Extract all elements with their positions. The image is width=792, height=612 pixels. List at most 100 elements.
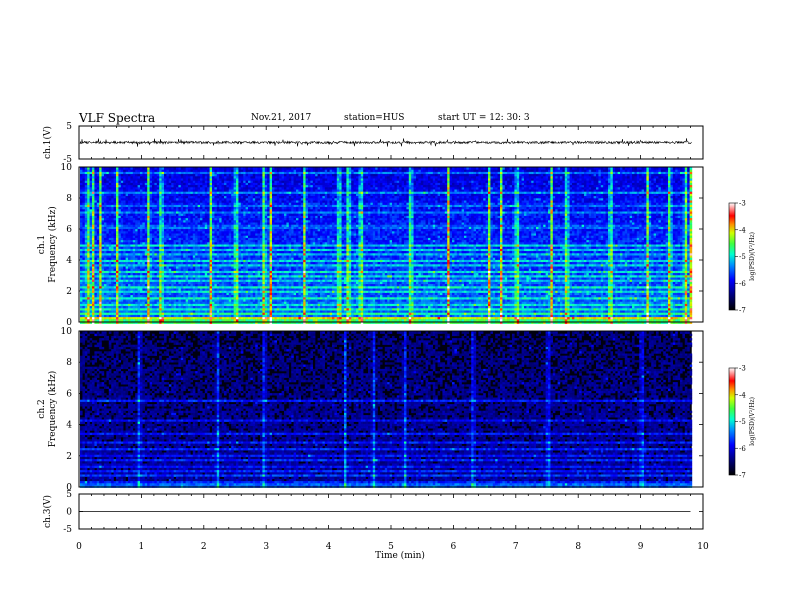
spectrogram-cell [670, 174, 673, 176]
spectrogram-cell [531, 172, 534, 174]
spectrogram-cell [414, 179, 417, 181]
spectrogram-cell [567, 201, 570, 203]
spectrogram-cell [166, 185, 169, 187]
spectrogram-cell [601, 192, 604, 194]
spectrogram-cell [534, 194, 537, 196]
spectrogram-cell [541, 185, 544, 187]
spectrogram-cell [260, 194, 263, 196]
spectrogram-cell [579, 181, 582, 183]
spectrogram-cell [411, 170, 414, 172]
spectrogram-cell [560, 176, 563, 178]
spectrogram-cell [200, 168, 203, 170]
spectrogram-cell [224, 203, 227, 205]
spectrogram-cell [550, 190, 553, 192]
spectrogram-cell [478, 196, 481, 198]
spectrogram-cell [510, 176, 513, 178]
spectrogram-cell [226, 176, 229, 178]
spectrogram-cell [418, 172, 421, 174]
spectrogram-cell [334, 201, 337, 203]
spectrogram-cell [373, 187, 376, 189]
spectrogram-cell [543, 168, 546, 170]
spectrogram-cell [579, 187, 582, 189]
spectrogram-cell [404, 185, 407, 187]
spectrogram-cell [118, 187, 121, 189]
spectrogram-cell [685, 176, 688, 178]
spectrogram-cell [90, 187, 93, 189]
spectrogram-cell [526, 192, 529, 194]
spectrogram-cell [493, 201, 496, 203]
spectrogram-cell [130, 201, 133, 203]
spectrogram-cell [637, 176, 640, 178]
spectrogram-cell [195, 185, 198, 187]
spectrogram-cell [682, 187, 685, 189]
spectrogram-cell [495, 192, 498, 194]
spectrogram-cell [195, 187, 198, 189]
spectrogram-cell [315, 196, 318, 198]
spectrogram-cell [685, 183, 688, 185]
spectrogram-cell [210, 168, 213, 170]
spectrogram-cell [207, 194, 210, 196]
spectrogram-cell [454, 179, 457, 181]
spectrogram-cell [363, 198, 366, 200]
spectrogram-cell [450, 201, 453, 203]
spectrogram-cell [212, 176, 215, 178]
spectrogram-cell [543, 192, 546, 194]
y-tick-label: 8 [66, 194, 72, 204]
spectrogram-cell [680, 190, 683, 192]
spectrogram-cell [646, 168, 649, 170]
spectrogram-cell [102, 194, 105, 196]
spectrogram-cell [632, 174, 635, 176]
spectrogram-cell [608, 170, 611, 172]
spectrogram-cell [102, 172, 105, 174]
spectrogram-cell [582, 172, 585, 174]
spectrogram-cell [159, 194, 162, 196]
spectrogram-cell [471, 198, 474, 200]
spectrogram-cell [666, 172, 669, 174]
spectrogram-cell [538, 170, 541, 172]
spectrogram-cell [615, 179, 618, 181]
spectrogram-cell [591, 187, 594, 189]
spectrogram-cell [536, 172, 539, 174]
spectrogram-cell [80, 194, 83, 196]
spectrogram-cell [306, 201, 309, 203]
spectrogram-cell [586, 194, 589, 196]
spectrogram-cell [236, 170, 239, 172]
spectrogram-cell [145, 192, 148, 194]
spectrogram-cell [106, 190, 109, 192]
spectrogram-cell [471, 187, 474, 189]
spectrogram-cell [313, 176, 316, 178]
spectrogram-cell [346, 170, 349, 172]
spectrogram-cell [421, 170, 424, 172]
spectrogram-cell [596, 179, 599, 181]
spectrogram-cell [349, 179, 352, 181]
spectrogram-cell [322, 187, 325, 189]
spectrogram-cell [361, 170, 364, 172]
spectrogram-cell [90, 168, 93, 170]
spectrogram-cell [435, 196, 438, 198]
spectrogram-cell [625, 201, 628, 203]
spectrogram-cell [550, 183, 553, 185]
spectrogram-cell [392, 187, 395, 189]
spectrogram-cell [157, 203, 160, 205]
spectrogram-cell [193, 198, 196, 200]
spectrogram-cell [320, 170, 323, 172]
spectrogram-cell [598, 201, 601, 203]
spectrogram-cell [318, 194, 321, 196]
spectrogram-cell [121, 168, 124, 170]
spectrogram-cell [589, 198, 592, 200]
spectrogram-cell [598, 172, 601, 174]
spectrogram-cell [214, 176, 217, 178]
spectrogram-cell [555, 181, 558, 183]
spectrogram-cell [538, 187, 541, 189]
spectrogram-cell [97, 185, 100, 187]
spectrogram-cell [502, 187, 505, 189]
spectrogram-cell [248, 174, 251, 176]
spectrogram-cell [406, 187, 409, 189]
spectrogram-cell [469, 172, 472, 174]
spectrogram-cell [418, 198, 421, 200]
spectrogram-cell [505, 194, 508, 196]
spectrogram-cell [231, 176, 234, 178]
spectrogram-cell [121, 194, 124, 196]
spectrogram-cell [111, 198, 114, 200]
spectrogram-cell [241, 194, 244, 196]
